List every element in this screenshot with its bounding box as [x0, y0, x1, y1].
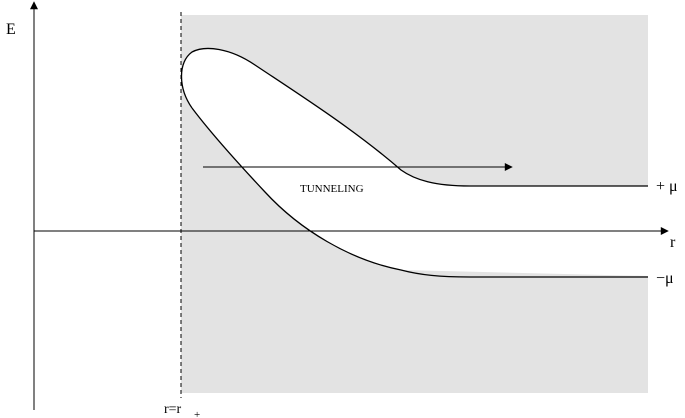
tunneling-label: TUNNELING	[300, 183, 364, 195]
y-axis-label: E	[6, 21, 16, 38]
horizon-label-subscript: +	[194, 409, 200, 418]
x-axis-label: r	[670, 234, 676, 251]
lower-potential-curve	[191, 107, 648, 278]
minus-mu-label: −μ	[656, 270, 674, 287]
plus-mu-label: + μ	[656, 178, 678, 195]
potential-loop-fill	[181, 48, 648, 276]
upper-potential-curve	[180, 47, 648, 187]
horizon-label: r=r	[164, 402, 182, 417]
